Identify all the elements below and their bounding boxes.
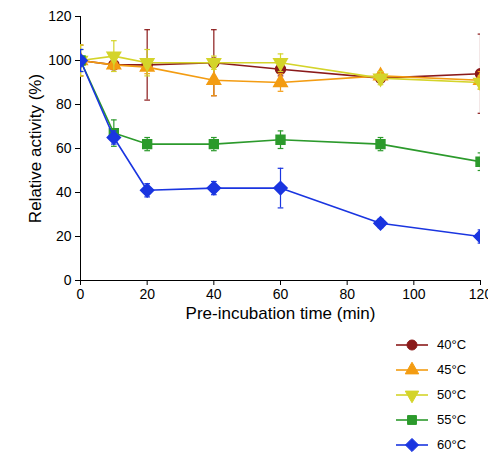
html-text:55°C: 55°C [437,412,466,427]
html-text:60°C: 60°C [437,437,466,452]
svg-text:0: 0 [77,286,85,302]
svg-text:40: 40 [206,286,222,302]
svg-text:40: 40 [56,184,72,200]
svg-text:120: 120 [469,286,488,302]
svg-text:120: 120 [48,8,72,24]
html-text:50°C: 50°C [437,387,466,402]
svg-text:20: 20 [139,286,155,302]
svg-text:20: 20 [56,228,72,244]
svg-text:80: 80 [56,96,72,112]
svg-text:100: 100 [402,286,426,302]
svg-text:80: 80 [339,286,355,302]
html-text:45°C: 45°C [437,362,466,377]
svg-text:100: 100 [48,52,72,68]
html-text:40°C: 40°C [437,337,466,352]
svg-text:60: 60 [273,286,289,302]
svg-text:0: 0 [64,272,72,288]
svg-text:60: 60 [56,140,72,156]
svg-text:Pre-incubation time (min): Pre-incubation time (min) [186,304,376,323]
svg-text:Relative activity (%): Relative activity (%) [26,74,45,223]
